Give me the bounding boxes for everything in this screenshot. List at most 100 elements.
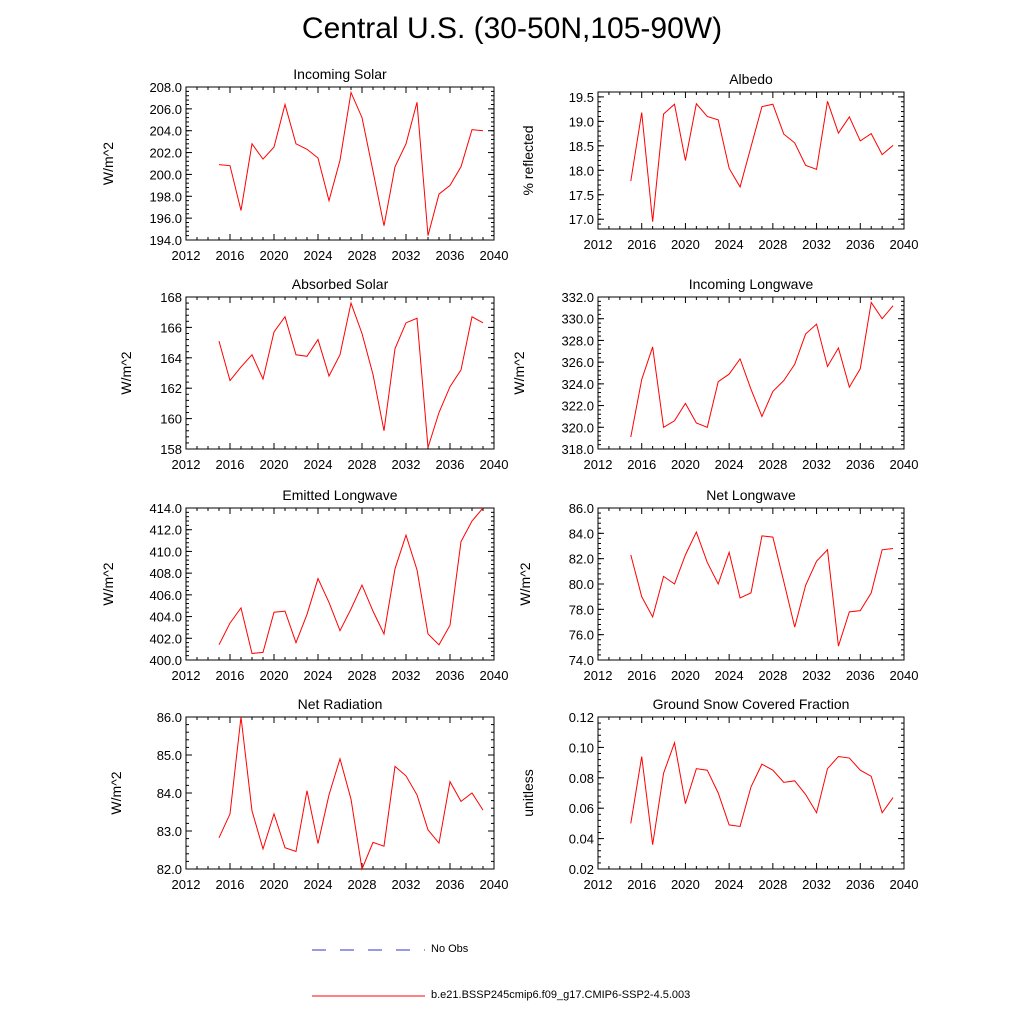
y-tick-label: 406.0 <box>149 588 182 603</box>
y-tick-label: 74.0 <box>569 653 594 668</box>
x-tick-label: 2040 <box>480 248 509 263</box>
x-tick-label: 2012 <box>172 668 201 683</box>
x-tick-label: 2012 <box>584 877 613 892</box>
x-tick-label: 2016 <box>216 877 245 892</box>
y-tick-label: 84.0 <box>569 526 594 541</box>
y-tick-label: 0.04 <box>569 832 594 847</box>
x-tick-label: 2012 <box>584 457 613 472</box>
y-tick-label: 204.0 <box>149 124 182 139</box>
x-tick-label: 2040 <box>480 668 509 683</box>
y-tick-label: 404.0 <box>149 610 182 625</box>
x-tick-label: 2028 <box>758 877 787 892</box>
series-line <box>630 740 894 845</box>
x-tick-label: 2016 <box>627 668 656 683</box>
x-tick-label: 2032 <box>802 457 831 472</box>
y-tick-label: 0.08 <box>569 771 594 786</box>
y-tick-label: 18.0 <box>569 163 594 178</box>
panel-title: Net Longwave <box>706 487 796 503</box>
x-tick-label: 2036 <box>846 237 875 252</box>
x-tick-label: 2024 <box>715 877 744 892</box>
y-tick-label: 326.0 <box>561 355 594 370</box>
y-tick-label: 402.0 <box>149 631 182 646</box>
y-tick-label: 85.0 <box>157 748 182 763</box>
series-line <box>218 301 484 448</box>
panel-frame <box>185 507 495 661</box>
panel-incoming-longwave: 2012 2016 2020 2024 2028 2032 2036 2040 318.0 320… <box>511 276 918 472</box>
y-tick-label: 202.0 <box>149 146 182 161</box>
x-tick-label: 2016 <box>627 877 656 892</box>
y-axis-label: W/m^2 <box>517 562 533 605</box>
y-tick-label: 324.0 <box>561 377 594 392</box>
series-line <box>218 90 484 236</box>
x-tick-label: 2040 <box>480 457 509 472</box>
x-tick-label: 2032 <box>802 877 831 892</box>
panel-title: Net Radiation <box>298 696 383 712</box>
y-tick-label: 322.0 <box>561 399 594 414</box>
x-tick-label: 2028 <box>758 668 787 683</box>
x-tick-label: 2036 <box>436 877 465 892</box>
x-tick-label: 2020 <box>260 877 289 892</box>
y-tick-label: 330.0 <box>561 312 594 327</box>
x-tick-label: 2036 <box>846 877 875 892</box>
x-tick-label: 2012 <box>584 668 613 683</box>
y-axis-label: W/m^2 <box>100 562 116 605</box>
panel-frame <box>597 91 905 230</box>
y-tick-label: 414.0 <box>149 501 182 516</box>
panel-ground-snow-covered-fraction: 2012 2016 2020 2024 2028 2032 2036 2040 0.02 0.04… <box>520 696 918 892</box>
y-tick-label: 18.5 <box>569 139 594 154</box>
panel-title: Albedo <box>729 71 773 87</box>
x-tick-label: 2024 <box>304 248 333 263</box>
y-tick-label: 400.0 <box>149 653 182 668</box>
y-tick-label: 17.0 <box>569 212 594 227</box>
x-tick-label: 2036 <box>436 457 465 472</box>
x-tick-label: 2012 <box>172 248 201 263</box>
x-tick-label: 2020 <box>671 877 700 892</box>
x-tick-label: 2028 <box>758 237 787 252</box>
y-axis-label: % reflected <box>520 125 536 195</box>
y-tick-label: 76.0 <box>569 628 594 643</box>
y-tick-label: 162 <box>160 381 182 396</box>
y-tick-label: 412.0 <box>149 523 182 538</box>
y-tick-label: 410.0 <box>149 544 182 559</box>
y-tick-label: 318.0 <box>561 442 594 457</box>
y-tick-label: 194.0 <box>149 233 182 248</box>
x-tick-label: 2024 <box>304 668 333 683</box>
y-tick-label: 0.12 <box>569 710 594 725</box>
panel-net-longwave: 2012 2016 2020 2024 2028 2032 2036 2040 74.0 76.0… <box>517 487 918 683</box>
x-tick-label: 2024 <box>715 668 744 683</box>
y-tick-label: 0.10 <box>569 740 594 755</box>
x-tick-label: 2040 <box>890 877 919 892</box>
x-tick-label: 2016 <box>216 668 245 683</box>
panel-incoming-solar: 2012 2016 2020 2024 2028 2032 2036 2040 194.0 196… <box>100 66 508 263</box>
x-tick-label: 2020 <box>260 248 289 263</box>
panel-title: Emitted Longwave <box>282 487 397 503</box>
y-tick-label: 82.0 <box>569 552 594 567</box>
x-tick-label: 2040 <box>890 237 919 252</box>
x-tick-label: 2032 <box>392 668 421 683</box>
y-tick-label: 19.0 <box>569 114 594 129</box>
x-tick-label: 2028 <box>348 877 377 892</box>
panel-absorbed-solar: 2012 2016 2020 2024 2028 2032 2036 2040 158 160 16… <box>118 276 508 472</box>
x-tick-label: 2024 <box>304 457 333 472</box>
x-tick-label: 2032 <box>392 457 421 472</box>
y-tick-label: 80.0 <box>569 577 594 592</box>
series-line <box>630 101 894 222</box>
y-axis-label: W/m^2 <box>108 771 124 814</box>
y-tick-label: 196.0 <box>149 211 182 226</box>
y-tick-label: 164 <box>160 351 182 366</box>
x-tick-label: 2012 <box>172 877 201 892</box>
x-tick-label: 2020 <box>671 237 700 252</box>
y-axis-label: W/m^2 <box>118 351 134 394</box>
x-tick-label: 2024 <box>715 237 744 252</box>
panel-frame <box>597 507 905 661</box>
y-tick-label: 0.06 <box>569 801 594 816</box>
y-tick-label: 160 <box>160 412 182 427</box>
panel-title: Absorbed Solar <box>292 276 389 292</box>
x-tick-label: 2040 <box>480 877 509 892</box>
x-tick-label: 2032 <box>392 877 421 892</box>
panel-net-radiation: 2012 2016 2020 2024 2028 2032 2036 2040 82.0 83.0… <box>108 696 508 892</box>
x-tick-label: 2028 <box>348 248 377 263</box>
y-tick-label: 86.0 <box>569 501 594 516</box>
x-tick-label: 2012 <box>172 457 201 472</box>
y-tick-label: 19.5 <box>569 90 594 105</box>
